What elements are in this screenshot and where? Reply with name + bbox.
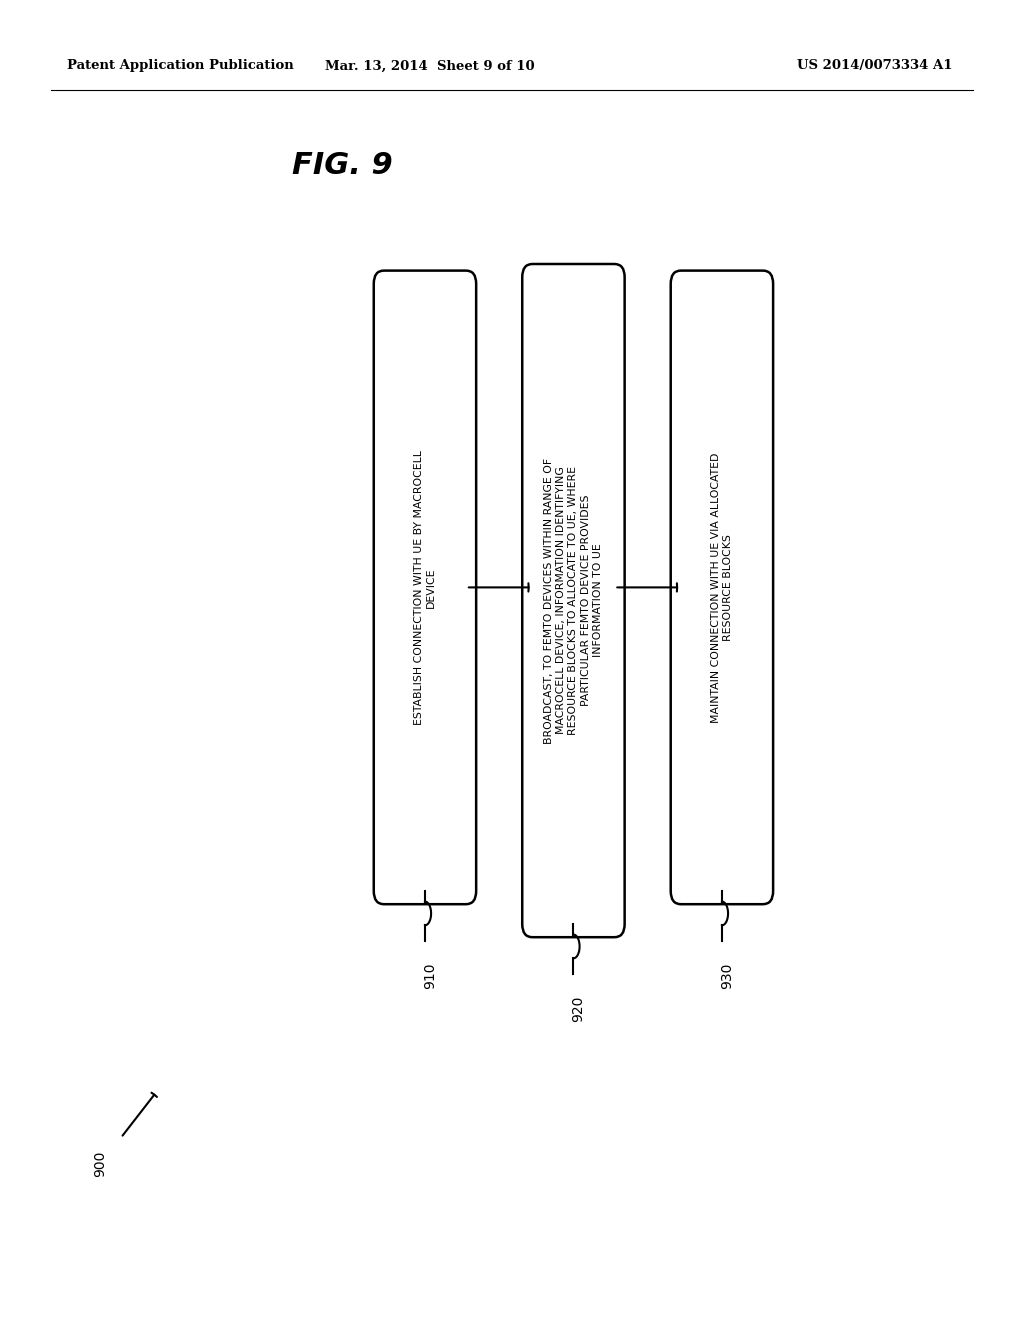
Text: ESTABLISH CONNECTION WITH UE BY MACROCELL
DEVICE: ESTABLISH CONNECTION WITH UE BY MACROCEL… (414, 450, 436, 725)
Text: Patent Application Publication: Patent Application Publication (67, 59, 293, 73)
Text: BROADCAST, TO FEMTO DEVICES WITHIN RANGE OF
MACROCELL DEVICE, INFORMATION IDENTI: BROADCAST, TO FEMTO DEVICES WITHIN RANGE… (544, 458, 603, 743)
Text: 930: 930 (720, 962, 734, 989)
Text: FIG. 9: FIG. 9 (292, 150, 392, 180)
Text: 900: 900 (93, 1151, 108, 1177)
Text: US 2014/0073334 A1: US 2014/0073334 A1 (797, 59, 952, 73)
Text: Mar. 13, 2014  Sheet 9 of 10: Mar. 13, 2014 Sheet 9 of 10 (326, 59, 535, 73)
FancyBboxPatch shape (522, 264, 625, 937)
Text: MAINTAIN CONNECTION WITH UE VIA ALLOCATED
RESOURCE BLOCKS: MAINTAIN CONNECTION WITH UE VIA ALLOCATE… (711, 453, 733, 722)
Text: 920: 920 (571, 995, 586, 1022)
FancyBboxPatch shape (374, 271, 476, 904)
Text: 910: 910 (423, 962, 437, 989)
FancyBboxPatch shape (671, 271, 773, 904)
